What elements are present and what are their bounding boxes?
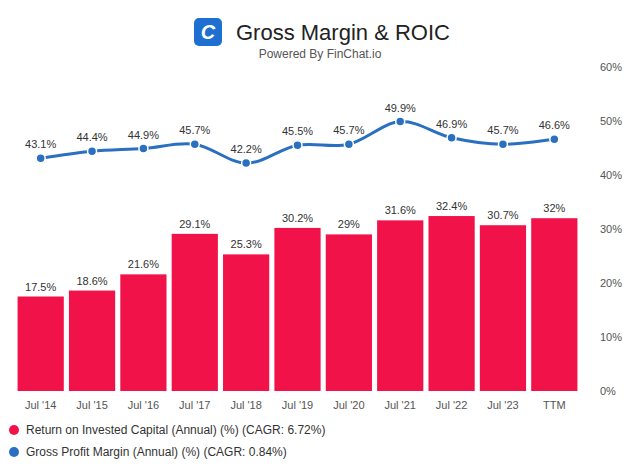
legend-label: Return on Invested Capital (Annual) (%) … [26,423,325,437]
line-point [242,159,251,168]
bar [428,216,474,391]
bar-label: 30.2% [282,212,313,224]
y-tick-label: 30% [600,223,622,235]
line-label: 44.4% [76,131,107,143]
x-tick-label: Jul '18 [230,399,261,411]
line-point [396,117,405,126]
line-point [447,133,456,142]
y-tick-label: 40% [600,169,622,181]
plot-area [18,117,578,391]
line-label: 49.9% [385,102,416,114]
bar [531,218,577,391]
line-label: 46.9% [436,118,467,130]
bar-label: 21.6% [128,258,159,270]
bar-label: 30.7% [487,209,518,221]
line-point [36,154,45,163]
x-tick-label: Jul '22 [436,399,467,411]
line-label: 45.7% [179,124,210,136]
x-tick-label: Jul '19 [282,399,313,411]
data-labels: 17.5% 18.6% 21.6% 29.1% 25.3% 30.2% 29% 31.6% 32… [25,102,570,293]
logo-box [194,18,222,46]
bar [480,225,526,391]
line-label: 44.9% [128,129,159,141]
bar [172,234,218,391]
bar-label: 17.5% [25,281,56,293]
line-label: 43.1% [25,138,56,150]
bar-label: 32% [543,202,565,214]
y-tick-label: 60% [600,61,622,73]
line-point [293,141,302,150]
bar [223,254,269,391]
line-label: 45.7% [333,124,364,136]
line-label: 46.6% [539,119,570,131]
line-point [344,140,353,149]
line-point [88,147,97,156]
legend-label: Gross Profit Margin (Annual) (%) (CAGR: … [26,445,287,459]
subtitle: Powered By FinChat.io [259,47,382,61]
bar [377,220,423,391]
y-tick-label: 10% [600,331,622,343]
bar [326,234,372,391]
bar-label: 31.6% [385,204,416,216]
y-tick-label: 20% [600,277,622,289]
x-tick-label: Jul '15 [76,399,107,411]
bar [120,274,166,391]
bar-label: 25.3% [231,238,262,250]
y-tick-label: 0% [600,385,616,397]
x-tick-label: Jul '23 [487,399,518,411]
bar [18,297,64,392]
title: Gross Margin & ROIC [236,20,450,45]
x-tick-label: Jul '14 [25,399,56,411]
legend-swatch [9,425,19,435]
line-label: 45.5% [282,125,313,137]
chart: C Gross Margin & ROIC Powered By FinChat.i… [0,0,640,467]
x-tick-label: Jul '16 [128,399,159,411]
line-label: 42.2% [231,143,262,155]
line-label: 45.7% [487,124,518,136]
line-point [190,140,199,149]
logo-text: C [201,21,216,43]
bar-label: 32.4% [436,200,467,212]
bar-label: 18.6% [76,275,107,287]
line-point [139,144,148,153]
x-tick-label: Jul '21 [385,399,416,411]
legend-swatch [9,447,19,457]
bar-label: 29.1% [179,218,210,230]
line-point [550,135,559,144]
line [41,121,555,163]
bar [274,228,320,391]
x-tick-label: TTM [543,399,566,411]
bar-label: 29% [338,218,360,230]
x-tick-label: Jul '20 [333,399,364,411]
x-tick-label: Jul '17 [179,399,210,411]
bar [69,291,115,391]
y-tick-label: 50% [600,115,622,127]
line-point [498,140,507,149]
